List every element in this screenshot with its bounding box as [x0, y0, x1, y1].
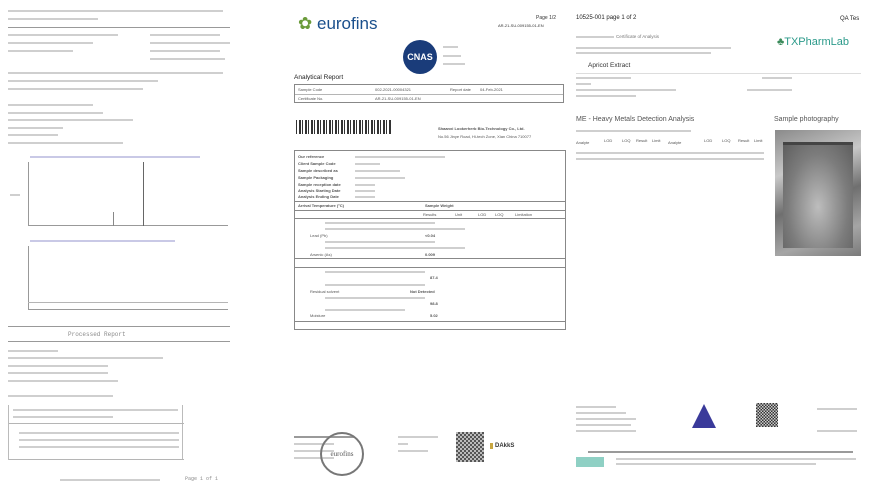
client-address: No.56 Jinye Road, Hi-tech Zone, Xian Chi…	[438, 134, 532, 139]
chromatogram-bottom	[8, 238, 230, 318]
middle-document: ✿ eurofins Page 1/2 AR-21-SU-009155-01-E…	[288, 0, 570, 485]
results-table: Our reference Client Sample Code Sample …	[294, 150, 566, 330]
processed-report-title: Processed Report	[68, 331, 126, 338]
eurofins-stamp: eurofins	[320, 432, 364, 476]
chromatogram-top	[8, 154, 230, 236]
txpharmlab-logo: ♣TXPharmLab	[777, 36, 850, 48]
cnas-logo: CNAS	[403, 40, 437, 74]
product-name: Apricot Extract	[588, 62, 631, 69]
eurofins-logo: ✿ eurofins	[298, 14, 378, 33]
metals-table: Analyte LOD LOQ Result Limit Analyte LOD…	[576, 130, 766, 164]
barcode	[296, 120, 391, 134]
report-title: Analytical Report	[294, 74, 344, 81]
doc-id: 10525-001 page 1 of 2	[576, 15, 637, 21]
sample-box: Sample Code 002-2021-00004321 Report dat…	[294, 84, 564, 103]
section-title: ME - Heavy Metals Detection Analysis	[576, 116, 695, 123]
accreditation-logo	[692, 404, 716, 428]
peak-table	[8, 405, 184, 460]
left-footer-page: Page 1 of 1	[185, 476, 219, 482]
lab-tree-icon: ♣	[777, 36, 785, 48]
client-name: Shaanxi Lookerherb Bio-Technology Co., L…	[438, 126, 525, 131]
qr-code	[456, 432, 484, 462]
qa-label: QA Tes	[840, 16, 860, 22]
qr-code-right	[756, 403, 778, 427]
eurofins-flower-icon: ✿	[298, 14, 313, 33]
issuer: Certificate of Analysis	[616, 34, 660, 39]
left-document: Processed Report Page 1 of 1	[0, 0, 240, 485]
photo-title: Sample photography	[774, 116, 839, 123]
sample-photo	[775, 130, 861, 256]
right-document: 10525-001 page 1 of 2 QA Tes Certificate…	[572, 0, 869, 485]
page-number: Page 1/2	[536, 15, 557, 21]
dakks-logo: DAkkS	[490, 443, 514, 449]
doc-number-top: AR-21-SU-009155-01-EN	[498, 23, 544, 28]
footer-logo	[576, 457, 604, 467]
